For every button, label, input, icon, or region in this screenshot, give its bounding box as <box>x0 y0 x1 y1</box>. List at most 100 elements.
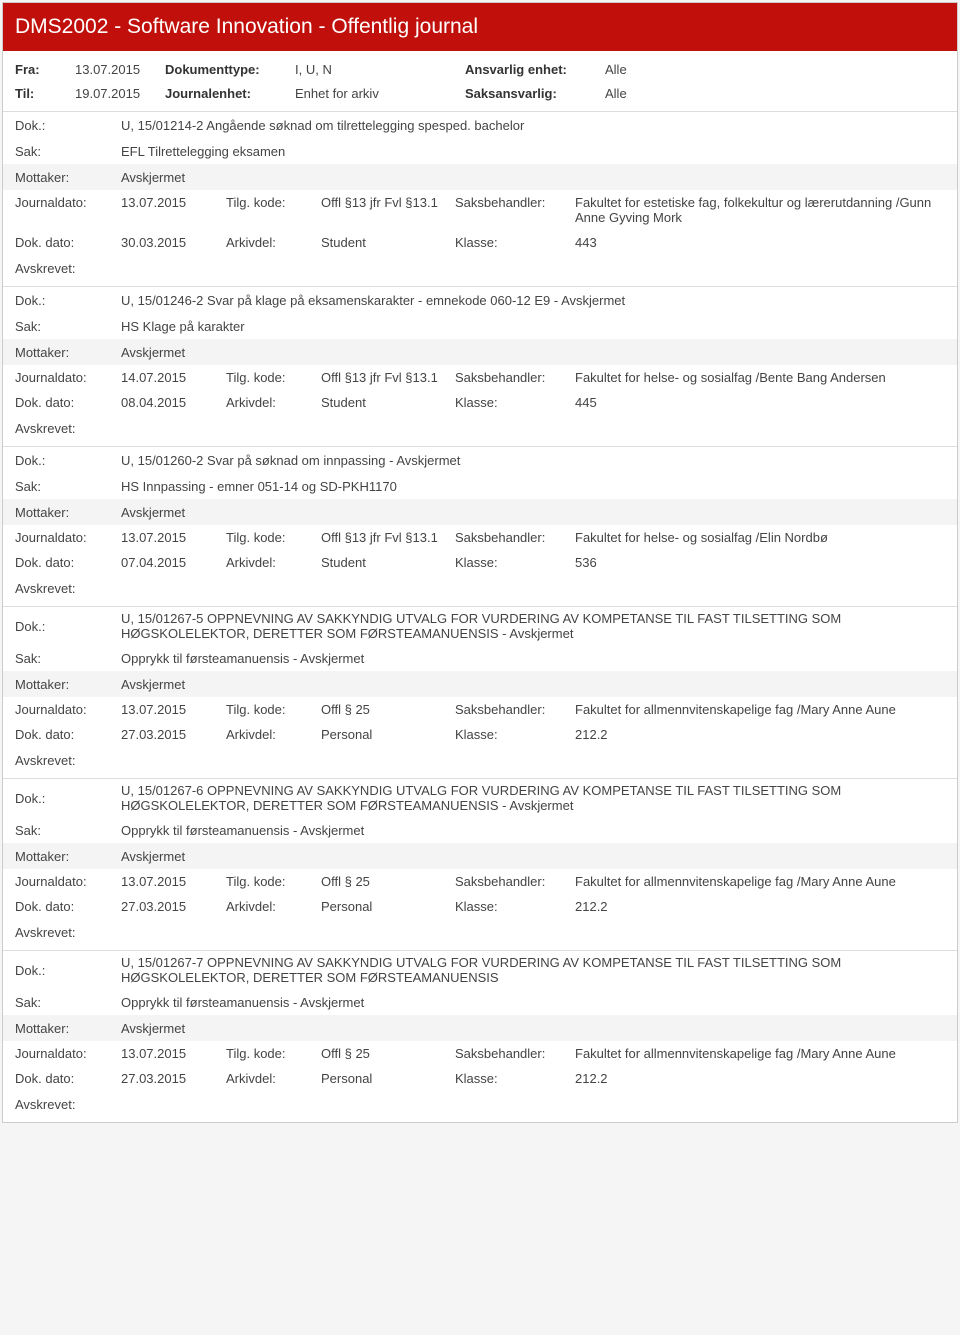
dok-label: Dok.: <box>15 118 121 133</box>
klasse-value: 212.2 <box>575 1071 945 1086</box>
tilgkode-label: Tilg. kode: <box>226 702 321 717</box>
avskrevet-label: Avskrevet: <box>15 261 75 276</box>
dok-label: Dok.: <box>15 453 121 468</box>
saksbehandler-value: Fakultet for estetiske fag, folkekultur … <box>575 195 945 225</box>
meta-row-1: Journaldato: 13.07.2015 Tilg. kode: Offl… <box>3 869 957 894</box>
mottaker-row: Mottaker: Avskjermet <box>15 1015 945 1041</box>
journaldato-label: Journaldato: <box>15 530 121 545</box>
saksbehandler-label: Saksbehandler: <box>455 530 575 545</box>
dok-value: U, 15/01260-2 Svar på søknad om innpassi… <box>121 453 945 468</box>
tilgkode-value: Offl § 25 <box>321 1046 455 1061</box>
klasse-label: Klasse: <box>455 727 575 742</box>
dok-row: Dok.: U, 15/01214-2 Angående søknad om t… <box>15 112 945 138</box>
sak-value: HS Klage på karakter <box>121 319 945 334</box>
tilgkode-label: Tilg. kode: <box>226 874 321 889</box>
saksbehandler-value: Fakultet for helse- og sosialfag /Elin N… <box>575 530 945 545</box>
filter-row-1: Fra: 13.07.2015 Dokumenttype: I, U, N An… <box>3 57 957 81</box>
journalenhet-value: Enhet for arkiv <box>295 86 465 101</box>
sak-row: Sak: Opprykk til førsteamanuensis - Avsk… <box>15 645 945 671</box>
sak-row: Sak: HS Klage på karakter <box>15 313 945 339</box>
klasse-value: 443 <box>575 235 945 250</box>
dokdato-value: 30.03.2015 <box>121 235 226 250</box>
dok-value: U, 15/01246-2 Svar på klage på eksamensk… <box>121 293 945 308</box>
klasse-value: 445 <box>575 395 945 410</box>
til-label: Til: <box>15 86 75 101</box>
dokdato-value: 07.04.2015 <box>121 555 226 570</box>
arkivdel-value: Student <box>321 395 455 410</box>
tilgkode-value: Offl §13 jfr Fvl §13.1 <box>321 370 455 385</box>
avskrevet-label: Avskrevet: <box>15 1097 75 1112</box>
arkivdel-value: Student <box>321 555 455 570</box>
til-value: 19.07.2015 <box>75 86 165 101</box>
mottaker-section: Mottaker: Avskjermet <box>3 339 957 365</box>
avskrevet-row: Avskrevet: <box>3 415 957 446</box>
meta-row-2: Dok. dato: 07.04.2015 Arkivdel: Student … <box>3 550 957 575</box>
tilgkode-label: Tilg. kode: <box>226 370 321 385</box>
meta-row-2: Dok. dato: 27.03.2015 Arkivdel: Personal… <box>3 894 957 919</box>
tilgkode-label: Tilg. kode: <box>226 1046 321 1061</box>
sak-row: Sak: HS Innpassing - emner 051-14 og SD-… <box>15 473 945 499</box>
journaldato-label: Journaldato: <box>15 1046 121 1061</box>
klasse-value: 212.2 <box>575 727 945 742</box>
meta-row-1: Journaldato: 14.07.2015 Tilg. kode: Offl… <box>3 365 957 390</box>
avskrevet-row: Avskrevet: <box>3 255 957 286</box>
arkivdel-label: Arkivdel: <box>226 727 321 742</box>
mottaker-section: Mottaker: Avskjermet <box>3 1015 957 1041</box>
entry-head: Dok.: U, 15/01267-5 OPPNEVNING AV SAKKYN… <box>3 607 957 671</box>
journaldato-value: 14.07.2015 <box>121 370 226 385</box>
mottaker-value: Avskjermet <box>121 677 945 692</box>
saksbehandler-value: Fakultet for allmennvitenskapelige fag /… <box>575 702 945 717</box>
saksbehandler-label: Saksbehandler: <box>455 874 575 889</box>
dok-row: Dok.: U, 15/01267-7 OPPNEVNING AV SAKKYN… <box>15 951 945 989</box>
dokdato-label: Dok. dato: <box>15 899 121 914</box>
fra-value: 13.07.2015 <box>75 62 165 77</box>
klasse-value: 536 <box>575 555 945 570</box>
filter-row-2: Til: 19.07.2015 Journalenhet: Enhet for … <box>3 81 957 105</box>
dokdato-label: Dok. dato: <box>15 555 121 570</box>
mottaker-label: Mottaker: <box>15 170 121 185</box>
dok-label: Dok.: <box>15 293 121 308</box>
mottaker-label: Mottaker: <box>15 505 121 520</box>
journalenhet-label: Journalenhet: <box>165 86 295 101</box>
mottaker-label: Mottaker: <box>15 677 121 692</box>
avskrevet-row: Avskrevet: <box>3 1091 957 1122</box>
ansvarlig-value: Alle <box>605 62 627 77</box>
journaldato-label: Journaldato: <box>15 874 121 889</box>
sak-value: HS Innpassing - emner 051-14 og SD-PKH11… <box>121 479 945 494</box>
entry-head: Dok.: U, 15/01246-2 Svar på klage på eks… <box>3 287 957 339</box>
klasse-label: Klasse: <box>455 555 575 570</box>
journal-entry: Dok.: U, 15/01267-6 OPPNEVNING AV SAKKYN… <box>3 778 957 950</box>
saksbehandler-value: Fakultet for helse- og sosialfag /Bente … <box>575 370 945 385</box>
saksbehandler-value: Fakultet for allmennvitenskapelige fag /… <box>575 1046 945 1061</box>
sak-label: Sak: <box>15 144 121 159</box>
sak-label: Sak: <box>15 319 121 334</box>
sak-label: Sak: <box>15 479 121 494</box>
saksansvarlig-label: Saksansvarlig: <box>465 86 605 101</box>
sak-row: Sak: Opprykk til førsteamanuensis - Avsk… <box>15 817 945 843</box>
arkivdel-value: Student <box>321 235 455 250</box>
mottaker-section: Mottaker: Avskjermet <box>3 843 957 869</box>
dok-row: Dok.: U, 15/01267-5 OPPNEVNING AV SAKKYN… <box>15 607 945 645</box>
dok-value: U, 15/01214-2 Angående søknad om tilrett… <box>121 118 945 133</box>
tilgkode-value: Offl §13 jfr Fvl §13.1 <box>321 530 455 545</box>
journaldato-label: Journaldato: <box>15 370 121 385</box>
klasse-label: Klasse: <box>455 1071 575 1086</box>
entry-head: Dok.: U, 15/01214-2 Angående søknad om t… <box>3 112 957 164</box>
avskrevet-row: Avskrevet: <box>3 747 957 778</box>
sak-value: Opprykk til førsteamanuensis - Avskjerme… <box>121 995 945 1010</box>
dokdato-label: Dok. dato: <box>15 395 121 410</box>
mottaker-value: Avskjermet <box>121 849 945 864</box>
journal-entry: Dok.: U, 15/01246-2 Svar på klage på eks… <box>3 286 957 446</box>
journaldato-value: 13.07.2015 <box>121 874 226 889</box>
mottaker-value: Avskjermet <box>121 170 945 185</box>
tilgkode-value: Offl §13 jfr Fvl §13.1 <box>321 195 455 210</box>
saksansvarlig-value: Alle <box>605 86 627 101</box>
tilgkode-label: Tilg. kode: <box>226 195 321 210</box>
doktype-value: I, U, N <box>295 62 465 77</box>
journal-page: DMS2002 - Software Innovation - Offentli… <box>2 2 958 1123</box>
mottaker-row: Mottaker: Avskjermet <box>15 164 945 190</box>
dok-label: Dok.: <box>15 619 121 634</box>
dokdato-value: 27.03.2015 <box>121 899 226 914</box>
dok-row: Dok.: U, 15/01267-6 OPPNEVNING AV SAKKYN… <box>15 779 945 817</box>
meta-row-2: Dok. dato: 27.03.2015 Arkivdel: Personal… <box>3 722 957 747</box>
